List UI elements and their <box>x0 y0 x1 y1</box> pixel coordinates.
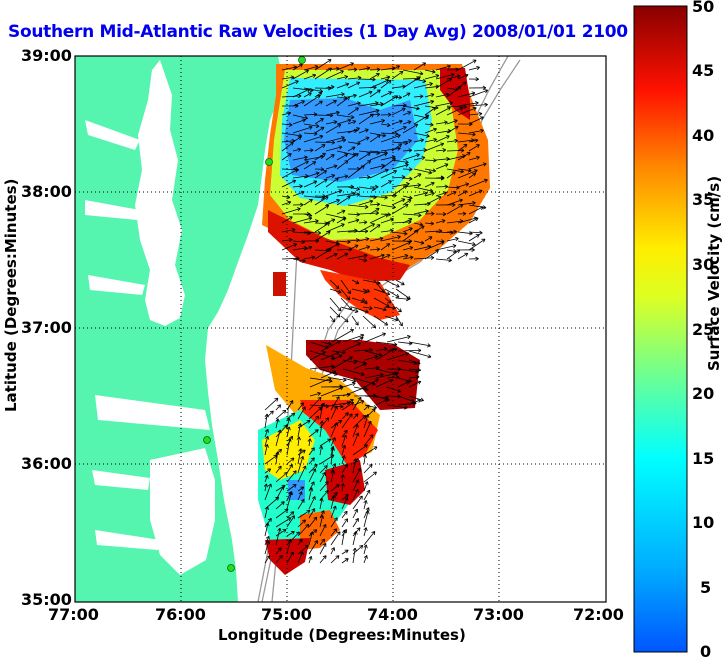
colorbar-label: Surface Velocity (cm/s) <box>705 191 723 371</box>
velocity-arrow <box>348 70 357 71</box>
velocity-arrow-head <box>382 333 386 334</box>
velocity-arrow-head <box>336 506 337 510</box>
colorbar <box>634 6 687 652</box>
velocity-arrow-head <box>407 242 411 243</box>
y-tick-label: 38:00 <box>21 182 72 201</box>
x-tick-label: 76:00 <box>155 605 206 624</box>
y-tick-label: 36:00 <box>21 454 72 473</box>
velocity-arrow-head <box>441 241 445 242</box>
x-axis-label: Longitude (Degrees:Minutes) <box>218 626 466 644</box>
velocity-arrow-head <box>341 224 344 225</box>
colorbar-tick-label: 5 <box>700 578 711 597</box>
x-tick-label: 75:00 <box>261 605 312 624</box>
velocity-arrow-head <box>479 190 482 191</box>
colorbar-tick-label: 20 <box>692 384 714 403</box>
velocity-arrow-head <box>465 74 469 75</box>
velocity-arrow-head <box>336 352 339 353</box>
colorbar-tick-label: 0 <box>700 642 711 661</box>
colorbar-tick-label: 15 <box>692 449 714 468</box>
velocity-arrow-head <box>337 423 338 427</box>
velocity-arrow-head <box>309 246 312 247</box>
velocity-arrow <box>315 115 333 116</box>
velocity-arrow-head <box>357 343 360 344</box>
velocity-arrow <box>447 70 459 71</box>
colorbar-tick-label: 50 <box>692 0 714 16</box>
velocity-arrow-head <box>356 128 359 129</box>
velocity-arrow-head <box>358 433 359 437</box>
y-tick-label: 37:00 <box>21 318 72 337</box>
x-tick-label: 72:00 <box>573 605 624 624</box>
colorbar-tick-label: 10 <box>692 513 714 532</box>
colorbar-tick-label: 45 <box>692 61 714 80</box>
colorbar-tick-label: 40 <box>692 126 714 145</box>
x-tick-label: 73:00 <box>473 605 524 624</box>
station-marker <box>228 565 235 572</box>
station-marker <box>266 159 273 166</box>
velocity-arrow-head <box>369 91 372 92</box>
velocity-arrow <box>359 79 375 80</box>
velocity-arrow-head <box>409 228 413 229</box>
velocity-arrow-head <box>303 552 304 555</box>
velocity-arrow-head <box>328 378 331 379</box>
y-tick-label: 39:00 <box>21 46 72 65</box>
velocity-arrow-head <box>315 430 319 431</box>
velocity-arrow-head <box>301 101 305 102</box>
velocity-arrow <box>315 223 328 224</box>
station-marker <box>204 437 211 444</box>
velocity-arrow-head <box>349 296 350 300</box>
velocity-arrow <box>370 70 380 71</box>
velocity-arrow-head <box>350 63 353 64</box>
velocity-arrow <box>381 196 397 197</box>
station-marker <box>299 57 306 64</box>
velocity-arrow-head <box>295 81 299 82</box>
velocity-arrow-head <box>342 210 346 211</box>
y-axis-label: Latitude (Degrees:Minutes) <box>2 242 20 412</box>
x-tick-label: 74:00 <box>367 605 418 624</box>
velocity-arrow-head <box>334 318 335 322</box>
velocity-arrow <box>436 187 448 188</box>
velocity-arrow-head <box>305 545 308 546</box>
y-tick-label: 35:00 <box>21 590 72 609</box>
